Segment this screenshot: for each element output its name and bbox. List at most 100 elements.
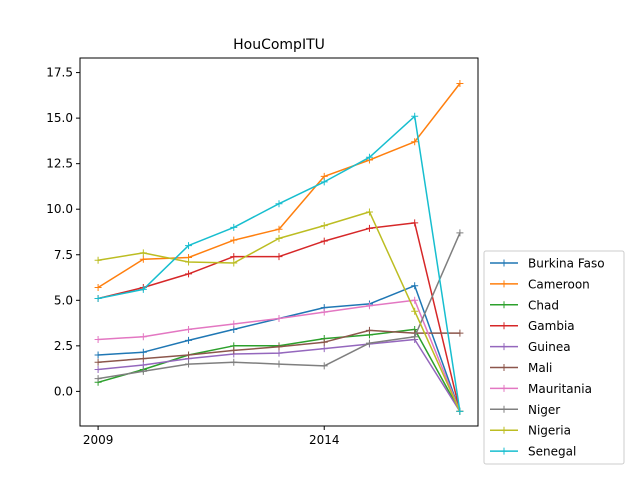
data-point: [94, 366, 102, 374]
legend-marker: [500, 280, 508, 288]
legend-label: Mauritania: [528, 382, 592, 396]
data-point: [456, 407, 464, 415]
data-point: [230, 223, 238, 231]
data-point: [275, 343, 283, 351]
legend-item-burkina-faso[interactable]: Burkina Faso: [490, 257, 605, 271]
data-point: [185, 351, 193, 359]
data-point: [230, 236, 238, 244]
data-point: [411, 307, 419, 315]
series-niger: [94, 229, 464, 383]
legend-label: Burkina Faso: [528, 257, 605, 271]
data-point: [275, 200, 283, 208]
legend-label: Senegal: [528, 445, 576, 459]
data-point: [320, 178, 328, 186]
legend-marker: [500, 405, 508, 413]
y-tick-label: 2.5: [54, 339, 73, 353]
legend-item-mali[interactable]: Mali: [490, 361, 552, 375]
series-mali: [94, 326, 464, 366]
legend-label: Cameroon: [528, 277, 590, 291]
data-point: [94, 375, 102, 383]
legend-item-guinea[interactable]: Guinea: [490, 340, 571, 354]
data-point: [320, 345, 328, 353]
plot-frame: [79, 57, 479, 427]
data-point: [365, 153, 373, 161]
data-point: [230, 320, 238, 328]
data-point: [275, 349, 283, 357]
data-point: [365, 224, 373, 232]
y-tick-label: 10.0: [46, 202, 73, 216]
legend-box: [483, 250, 625, 465]
series-mauritania: [94, 296, 464, 415]
data-point: [275, 253, 283, 261]
data-point: [230, 358, 238, 366]
data-point: [94, 335, 102, 343]
data-point: [320, 237, 328, 245]
data-point: [185, 360, 193, 368]
data-point: [411, 219, 419, 227]
data-point: [365, 339, 373, 347]
data-point: [275, 234, 283, 242]
series-nigeria: [94, 208, 464, 415]
data-point: [139, 255, 147, 263]
legend-marker: [500, 384, 508, 392]
legend-item-mauritania[interactable]: Mauritania: [490, 382, 592, 396]
y-tick-label: 0.0: [54, 384, 73, 398]
legend-marker: [500, 301, 508, 309]
x-axis: 2009 2014: [83, 426, 340, 447]
data-point: [320, 222, 328, 230]
legend-item-chad[interactable]: Chad: [490, 298, 559, 312]
data-point: [320, 338, 328, 346]
legend-item-niger[interactable]: Niger: [490, 403, 560, 417]
y-tick-label: 12.5: [46, 157, 73, 171]
legend-label: Chad: [528, 298, 559, 312]
legend-label: Mali: [528, 361, 552, 375]
data-point: [185, 270, 193, 278]
y-tick-label: 15.0: [46, 111, 73, 125]
legend-label: Niger: [528, 403, 560, 417]
data-point: [139, 355, 147, 363]
legend-item-cameroon[interactable]: Cameroon: [490, 277, 590, 291]
chart-title: HouCompITU: [233, 37, 325, 53]
data-point: [139, 333, 147, 341]
data-point: [411, 282, 419, 290]
series-layer: [94, 80, 464, 415]
legend-label: Nigeria: [528, 424, 571, 438]
data-point: [139, 361, 147, 369]
legend-marker: [500, 259, 508, 267]
data-point: [320, 308, 328, 316]
data-point: [275, 315, 283, 323]
legend-label: Gambia: [528, 319, 575, 333]
y-tick-label: 17.5: [46, 66, 73, 80]
data-point: [139, 285, 147, 293]
data-point: [365, 326, 373, 334]
data-point: [185, 242, 193, 250]
legend-label: Guinea: [528, 340, 571, 354]
y-axis: 0.0 2.5 5.0 7.5 10.0 12.5 15.0 17.5: [46, 66, 80, 398]
data-point: [94, 351, 102, 359]
data-point: [139, 249, 147, 257]
data-point: [139, 348, 147, 356]
data-point: [456, 329, 464, 337]
data-point: [456, 229, 464, 237]
x-tick-label: 2009: [83, 433, 114, 447]
data-point: [365, 208, 373, 216]
data-point: [185, 336, 193, 344]
legend-item-nigeria[interactable]: Nigeria: [490, 424, 571, 438]
data-point: [230, 259, 238, 267]
x-tick-label: 2014: [309, 433, 340, 447]
legend-item-senegal[interactable]: Senegal: [490, 445, 576, 459]
legend-marker: [500, 426, 508, 434]
data-point: [411, 138, 419, 146]
data-point: [185, 325, 193, 333]
data-point: [320, 362, 328, 370]
legend-marker: [500, 364, 508, 371]
data-point: [411, 333, 419, 341]
data-point: [94, 256, 102, 264]
legend-marker: [500, 343, 508, 351]
data-point: [94, 358, 102, 366]
series-senegal: [94, 112, 464, 415]
legend-marker: [500, 447, 508, 455]
legend-item-gambia[interactable]: Gambia: [490, 319, 575, 333]
legend[interactable]: Burkina Faso Cameroon Chad Gambia Guinea Mali…: [483, 250, 625, 465]
